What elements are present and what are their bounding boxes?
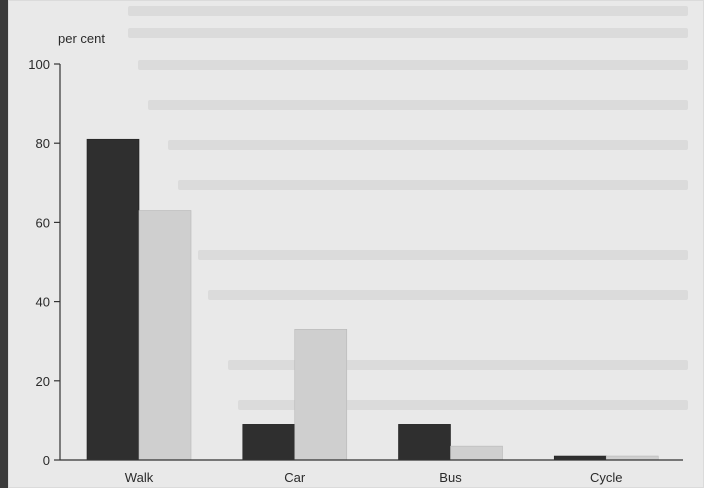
y-tick-label: 60 bbox=[36, 215, 50, 230]
show-through-line bbox=[168, 140, 688, 150]
show-through-line bbox=[128, 6, 688, 16]
show-through-line bbox=[198, 250, 688, 260]
bar-walk-series-2 bbox=[138, 210, 192, 461]
bar-bus-series-1 bbox=[398, 424, 451, 461]
x-tick-label: Cycle bbox=[590, 470, 623, 485]
bar-car-series-2 bbox=[294, 329, 348, 461]
x-tick-label: Car bbox=[284, 470, 306, 485]
show-through-line bbox=[148, 100, 688, 110]
bar-walk-series-1 bbox=[86, 138, 140, 461]
y-tick-label: 80 bbox=[36, 136, 50, 151]
bars bbox=[86, 138, 659, 461]
show-through-line bbox=[138, 60, 688, 70]
bar-car-series-1 bbox=[242, 424, 296, 461]
y-tick-label: 100 bbox=[28, 57, 50, 72]
x-tick-label: Walk bbox=[125, 470, 154, 485]
show-through-line bbox=[238, 400, 688, 410]
y-axis-ticks: 0 20 40 60 80 100 bbox=[28, 57, 60, 468]
y-tick-label: 0 bbox=[43, 453, 50, 468]
y-tick-label: 20 bbox=[36, 374, 50, 389]
x-tick-label: Bus bbox=[439, 470, 462, 485]
y-axis-label: per cent bbox=[58, 31, 105, 46]
show-through-line bbox=[208, 290, 688, 300]
x-axis-labels: Walk Car Bus Cycle bbox=[125, 470, 623, 485]
show-through-line bbox=[228, 360, 688, 370]
show-through-line bbox=[128, 28, 688, 38]
y-tick-label: 40 bbox=[36, 295, 50, 310]
show-through-line bbox=[178, 180, 688, 190]
bar-bus-series-2 bbox=[450, 445, 503, 461]
